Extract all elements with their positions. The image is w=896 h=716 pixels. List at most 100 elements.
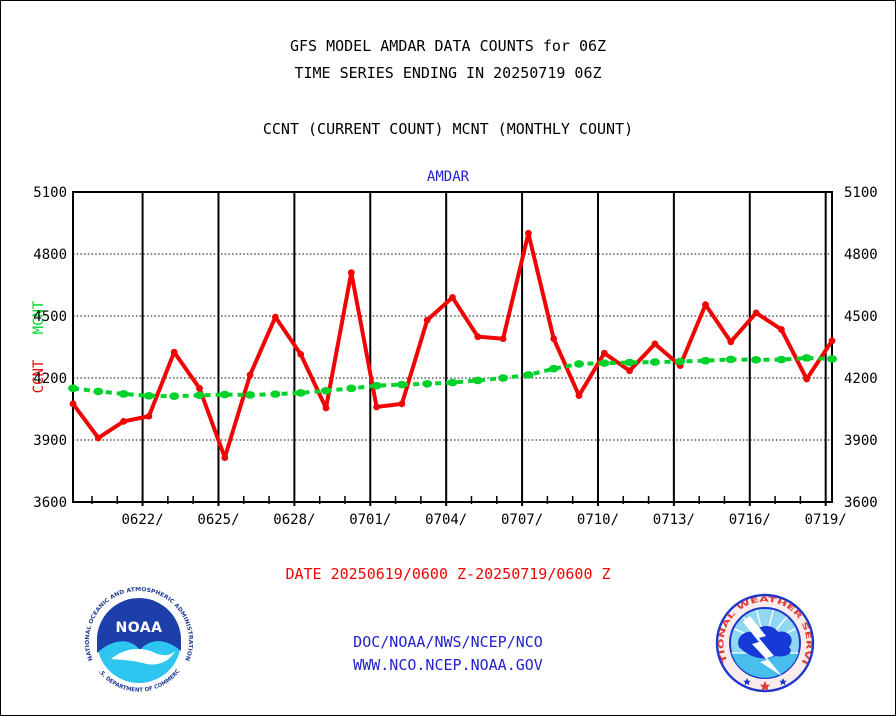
organization-line: DOC/NOAA/NWS/NCEP/NCO [353, 633, 543, 651]
point-mcnt [675, 357, 686, 366]
y-tick-label-left: 4500 [33, 309, 67, 325]
y-tick-label-left: 4800 [33, 247, 67, 263]
point-ccnt [94, 434, 102, 442]
point-mcnt [801, 354, 812, 362]
y-tick-label-right: 4500 [844, 309, 878, 325]
point-mcnt [219, 390, 230, 399]
point-ccnt [474, 333, 482, 341]
point-ccnt [499, 335, 507, 343]
point-mcnt [725, 355, 736, 364]
point-ccnt [702, 301, 709, 309]
point-ccnt [626, 367, 633, 375]
point-mcnt [599, 359, 610, 367]
x-tick-label: 0628/ [273, 512, 315, 528]
nws-cloud-icon [738, 626, 792, 659]
point-ccnt [727, 338, 735, 346]
noaa-sky [97, 598, 181, 653]
point-mcnt [371, 381, 382, 390]
point-ccnt [145, 412, 153, 420]
point-mcnt [194, 391, 205, 400]
x-tick-label: 0710/ [577, 512, 619, 528]
website-line: WWW.NCO.NCEP.NOAA.GOV [353, 656, 543, 674]
noaa-gull-icon [111, 649, 175, 665]
x-tick-label: 0701/ [349, 512, 391, 528]
date-range-caption: DATE 20250619/0600 Z-20250719/0600 Z [285, 565, 611, 583]
page-subtitle: TIME SERIES ENDING IN 20250719 06Z [294, 64, 602, 82]
page-title: GFS MODEL AMDAR DATA COUNTS for 06Z [289, 37, 607, 55]
point-mcnt [447, 378, 458, 387]
point-mcnt [827, 355, 837, 363]
point-ccnt [828, 337, 836, 345]
series-line-mcnt [72, 355, 833, 399]
point-mcnt [548, 364, 559, 373]
point-mcnt [118, 390, 129, 398]
point-ccnt [196, 384, 203, 392]
point-ccnt [120, 418, 127, 425]
point-ccnt [373, 403, 380, 411]
y-tick-label-right: 3900 [844, 433, 878, 449]
point-mcnt [422, 379, 433, 388]
point-mcnt [751, 356, 762, 364]
y-tick-label-right: 4200 [844, 371, 878, 387]
nws-water [731, 653, 799, 678]
y-tick-label-right: 4800 [844, 247, 878, 263]
point-ccnt [170, 348, 178, 356]
point-ccnt [272, 313, 279, 321]
point-ccnt [297, 350, 305, 358]
point-ccnt [600, 349, 608, 357]
point-mcnt [143, 391, 154, 400]
point-ccnt [550, 335, 558, 343]
point-ccnt [347, 269, 355, 276]
y-tick-label-left: 4200 [33, 371, 67, 387]
point-mcnt [498, 374, 509, 382]
point-ccnt [423, 316, 431, 324]
series-line-ccnt [71, 231, 834, 460]
y-tick-label-left: 3900 [33, 433, 67, 449]
y-tick-label-left: 3600 [33, 495, 67, 511]
point-mcnt [245, 391, 256, 399]
x-tick-label: 0625/ [197, 512, 239, 528]
x-tick-label: 0704/ [425, 512, 467, 528]
point-ccnt [246, 371, 254, 379]
point-mcnt [776, 355, 787, 364]
point-mcnt [700, 356, 711, 365]
point-ccnt [322, 404, 330, 412]
point-mcnt [295, 389, 306, 397]
x-tick-label: 0713/ [653, 512, 695, 528]
x-tick-label: 0707/ [501, 512, 543, 528]
point-mcnt [472, 376, 483, 385]
point-mcnt [68, 384, 78, 393]
x-tick-label: 0716/ [729, 512, 771, 528]
plot-border [72, 191, 833, 503]
point-ccnt [398, 400, 406, 408]
point-ccnt [221, 454, 229, 461]
point-mcnt [396, 380, 407, 389]
point-ccnt [525, 229, 532, 237]
point-ccnt [752, 309, 760, 317]
point-mcnt [574, 360, 584, 368]
y-tick-label-left: 5100 [33, 185, 67, 201]
point-ccnt [69, 400, 77, 408]
point-ccnt [651, 340, 659, 348]
legend-note: CCNT (CURRENT COUNT) MCNT (MONTHLY COUNT… [262, 120, 634, 138]
point-ccnt [449, 294, 456, 301]
nws-logo: NATIONAL WEATHER SERVICE [715, 593, 815, 693]
point-mcnt [624, 358, 635, 367]
x-tick-label: 0719/ [805, 512, 847, 528]
point-ccnt [803, 375, 811, 383]
point-ccnt [575, 392, 583, 399]
point-mcnt [93, 387, 104, 396]
point-mcnt [523, 371, 534, 379]
point-mcnt [346, 384, 357, 393]
point-mcnt [270, 390, 281, 398]
point-ccnt [778, 326, 785, 333]
y-tick-label-right: 3600 [844, 495, 878, 511]
point-mcnt [169, 392, 180, 400]
nws-lightning-icon [743, 616, 782, 676]
x-tick-label: 0622/ [121, 512, 163, 528]
point-mcnt [321, 387, 331, 395]
point-mcnt [649, 358, 660, 366]
noaa-logo: NOAA NATIONAL OCEANIC AND ATMOSPHERIC AD… [85, 587, 193, 694]
